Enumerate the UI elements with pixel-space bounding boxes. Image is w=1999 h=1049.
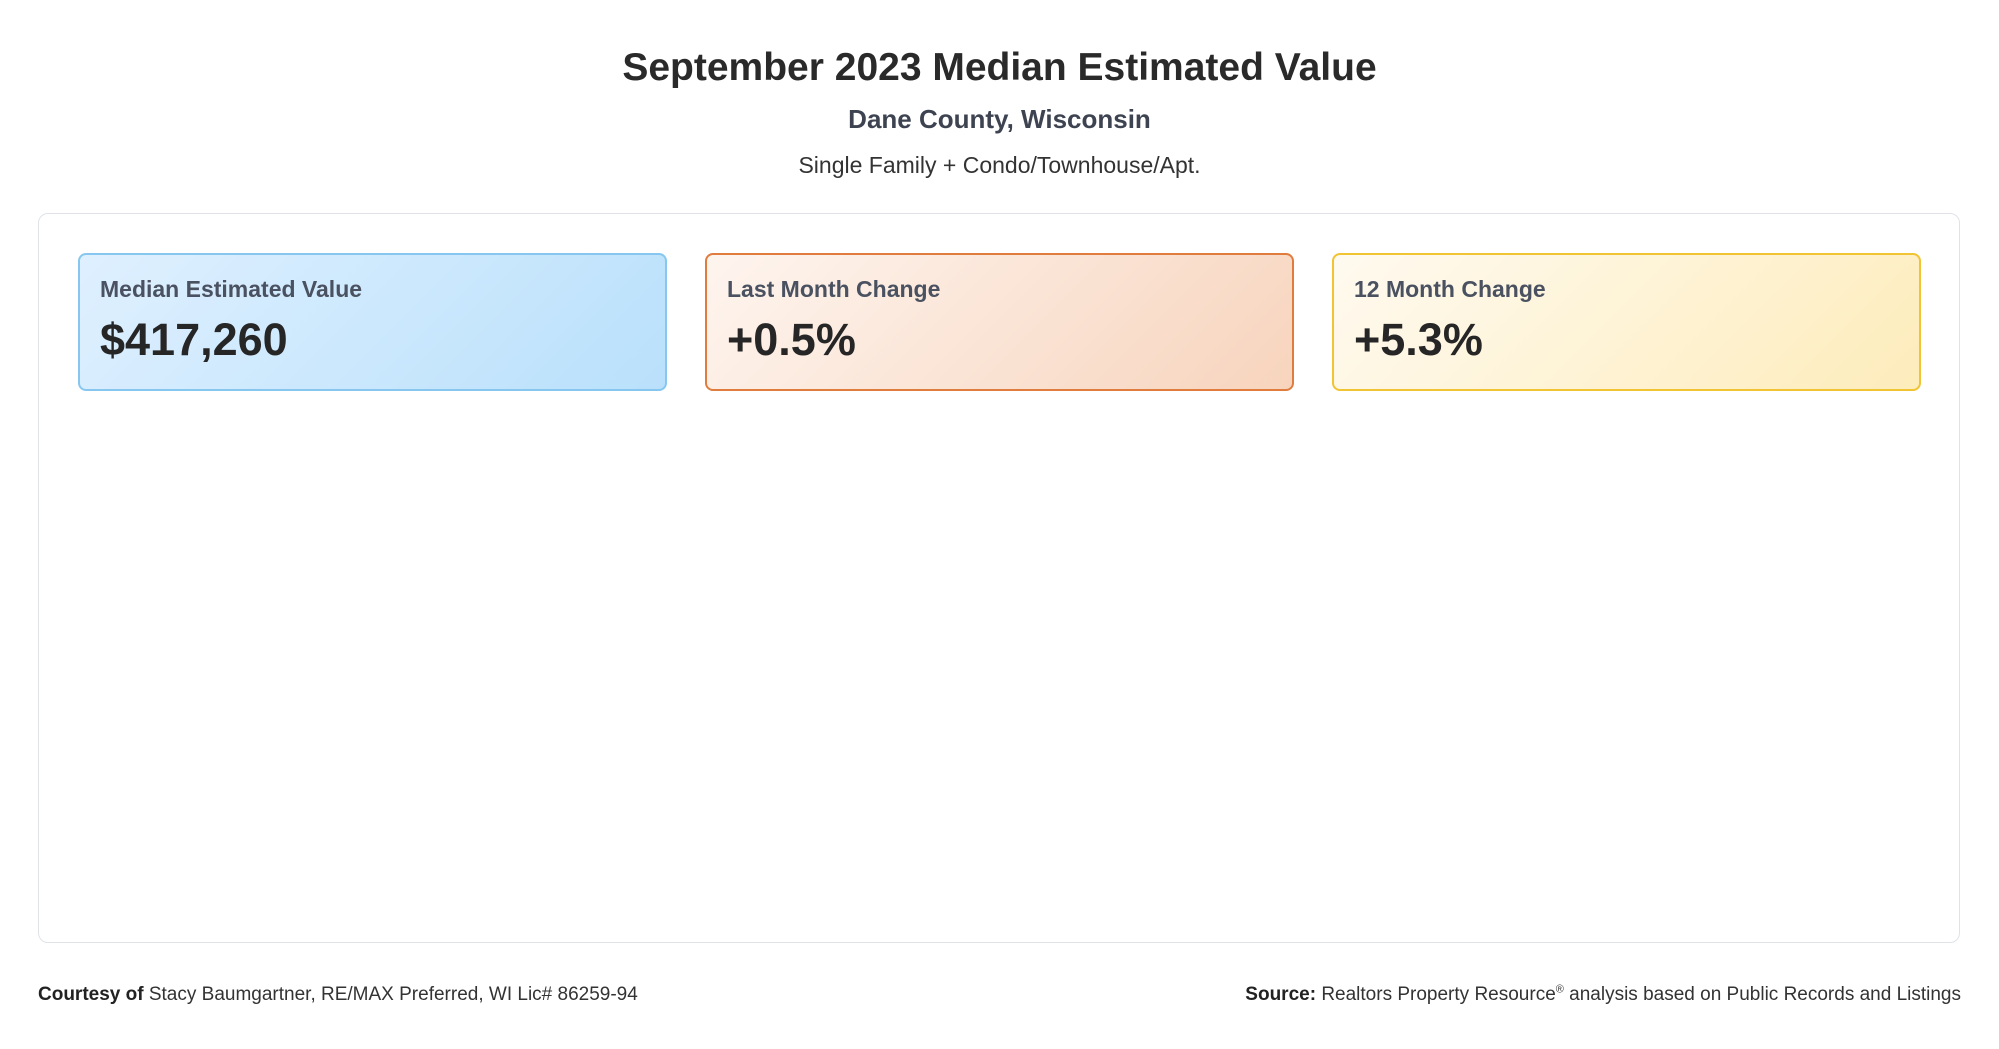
source-label: Source: xyxy=(1245,984,1317,1005)
last-month-change-card: Last Month Change +0.5% xyxy=(705,253,1294,391)
courtesy-footer: Courtesy of Stacy Baumgartner, RE/MAX Pr… xyxy=(38,983,638,1007)
page-title: September 2023 Median Estimated Value xyxy=(622,46,1377,89)
card-value: $417,260 xyxy=(100,314,288,365)
card-label: Last Month Change xyxy=(727,276,941,302)
source-text: Realtors Property Resource xyxy=(1321,984,1556,1005)
stats-panel: Median Estimated Value $417,260 Last Mon… xyxy=(38,213,1960,943)
source-text-continued: analysis based on Public Records and Lis… xyxy=(1569,984,1961,1005)
card-label: Median Estimated Value xyxy=(100,276,363,302)
card-label: 12 Month Change xyxy=(1354,276,1546,302)
card-value: +5.3% xyxy=(1354,314,1483,365)
source-footer: Source: Realtors Property Resource® anal… xyxy=(1245,983,1961,1007)
twelve-month-change-card: 12 Month Change +5.3% xyxy=(1332,253,1921,391)
median-value-card: Median Estimated Value $417,260 xyxy=(78,253,667,391)
location-subtitle: Dane County, Wisconsin xyxy=(848,104,1151,134)
card-value: +0.5% xyxy=(727,314,856,365)
registered-mark: ® xyxy=(1555,983,1564,996)
property-types-subtitle: Single Family + Condo/Townhouse/Apt. xyxy=(798,152,1201,178)
courtesy-label: Courtesy of xyxy=(38,984,144,1005)
courtesy-text: Stacy Baumgartner, RE/MAX Preferred, WI … xyxy=(148,984,638,1005)
